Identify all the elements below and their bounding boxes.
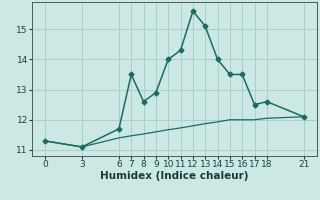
X-axis label: Humidex (Indice chaleur): Humidex (Indice chaleur): [100, 171, 249, 181]
